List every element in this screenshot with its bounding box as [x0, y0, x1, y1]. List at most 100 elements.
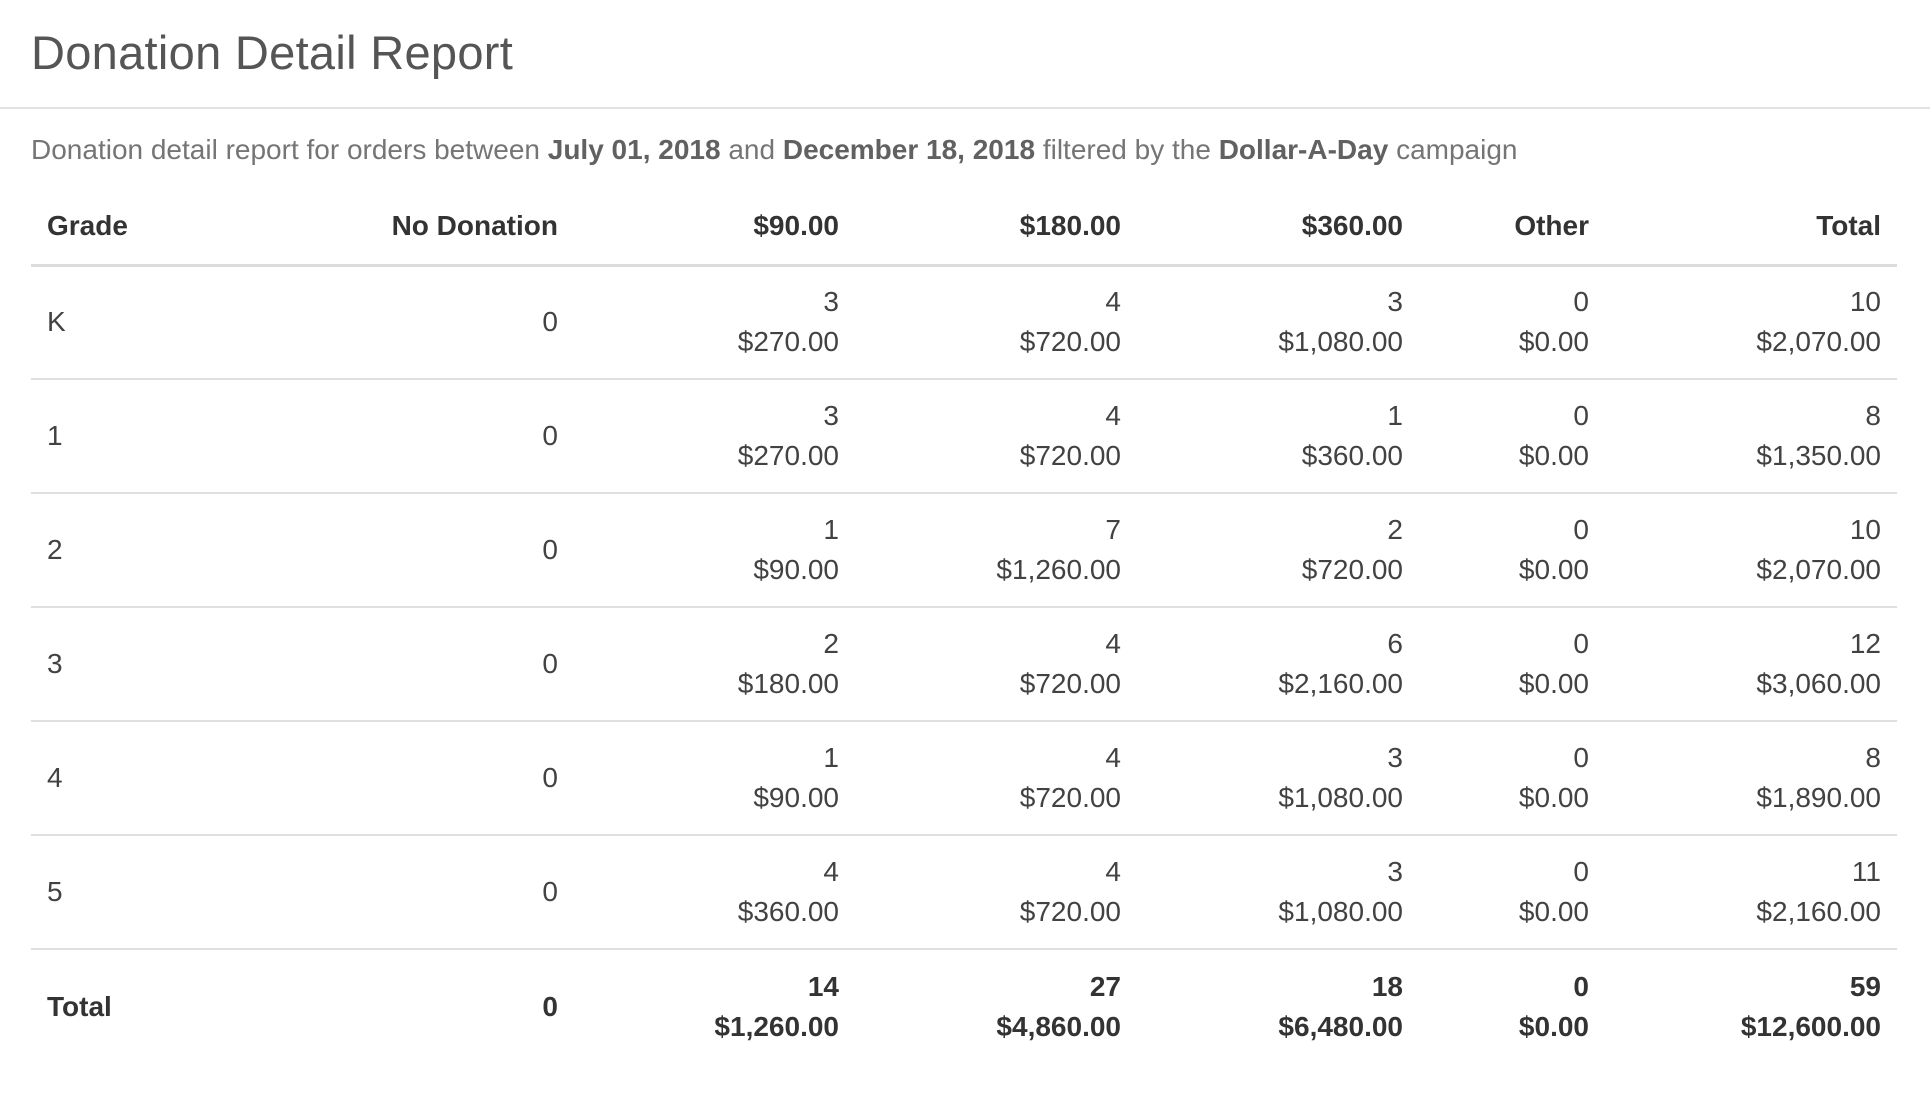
- donation-count: 14: [807, 970, 839, 1002]
- table-row: 4 0 1 $90.00 4 $720.00 3 $1,080.00 0 $0.00 8 $1,890…: [31, 721, 1897, 836]
- header-180: $180.00: [855, 188, 1137, 267]
- donation-amount: $1,080.00: [1278, 782, 1403, 813]
- cell-360: 2 $720.00: [1137, 493, 1419, 608]
- donation-amount: $3,060.00: [1756, 668, 1881, 699]
- donation-count: 3: [1387, 856, 1403, 887]
- description-filtered: filtered by the: [1042, 134, 1211, 165]
- donation-count: 8: [1865, 742, 1881, 773]
- no-donation-cell: 0: [542, 990, 558, 1022]
- donation-count: 10: [1849, 286, 1881, 318]
- donation-count: 10: [1849, 514, 1881, 545]
- donation-count: 4: [1105, 628, 1121, 659]
- cell-360: 3 $1,080.00: [1137, 835, 1419, 950]
- donation-count: 12: [1849, 628, 1881, 659]
- donation-amount: $1,890.00: [1756, 782, 1881, 813]
- no-donation-cell: 0: [311, 721, 574, 836]
- grade-cell: 5: [31, 835, 311, 950]
- description-suffix: campaign: [1396, 134, 1518, 165]
- header-other: Other: [1419, 188, 1605, 267]
- donation-count: 3: [1387, 286, 1403, 318]
- header-no-donation: No Donation: [311, 188, 574, 267]
- donation-count: 4: [823, 856, 839, 887]
- cell-90: 2 $180.00: [574, 607, 855, 722]
- cell-total: 10 $2,070.00: [1605, 265, 1897, 380]
- grade-cell: 1: [31, 379, 311, 494]
- cell-total: 8 $1,350.00: [1605, 379, 1897, 494]
- cell-360: 18 $6,480.00: [1137, 949, 1419, 1063]
- report-content: Donation detail report for orders betwee…: [0, 132, 1930, 1063]
- donation-count: 0: [1573, 742, 1589, 773]
- description-prefix: Donation detail report for orders betwee…: [31, 134, 540, 165]
- donation-amount: $1,260.00: [996, 554, 1121, 585]
- cell-180: 7 $1,260.00: [855, 493, 1137, 608]
- donation-count: 0: [1573, 400, 1589, 431]
- cell-total: 59 $12,600.00: [1605, 949, 1897, 1063]
- cell-180: 27 $4,860.00: [855, 949, 1137, 1063]
- cell-180: 4 $720.00: [855, 721, 1137, 836]
- donation-amount: $1,080.00: [1278, 896, 1403, 927]
- donation-count: 1: [1387, 400, 1403, 431]
- description-and: and: [728, 134, 776, 165]
- total-row: Total 0 14 $1,260.00 27 $4,860.00 18 $6,480.00 0…: [31, 949, 1897, 1063]
- donation-amount: $360.00: [737, 896, 839, 927]
- table-row: 1 0 3 $270.00 4 $720.00 1 $360.00 0 $0.00 8 $1,350.…: [31, 379, 1897, 494]
- cell-360: 6 $2,160.00: [1137, 607, 1419, 722]
- table-header-row: Grade No Donation $90.00 $180.00 $360.00…: [31, 188, 1897, 267]
- no-donation-cell: 0: [311, 379, 574, 494]
- donation-count: 0: [1573, 514, 1589, 545]
- cell-total: 10 $2,070.00: [1605, 493, 1897, 608]
- cell-total: 12 $3,060.00: [1605, 607, 1897, 722]
- header-total: Total: [1605, 188, 1897, 267]
- donation-amount: $360.00: [1301, 440, 1403, 471]
- cell-90: 4 $360.00: [574, 835, 855, 950]
- donation-amount: $12,600.00: [1740, 1010, 1881, 1042]
- cell-360: 3 $1,080.00: [1137, 265, 1419, 380]
- donation-count: 3: [823, 286, 839, 318]
- donation-count: 4: [1105, 742, 1121, 773]
- campaign-name: Dollar-A-Day: [1218, 134, 1389, 165]
- donation-count: 4: [1105, 856, 1121, 887]
- table-row: K 0 3 $270.00 4 $720.00 3 $1,080.00 0 $0.00 10 $2,0…: [31, 265, 1897, 380]
- donation-amount: $1,350.00: [1756, 440, 1881, 471]
- donation-count: 0: [1573, 286, 1589, 318]
- donation-amount: $720.00: [1019, 782, 1121, 813]
- grade-cell: Total: [47, 990, 112, 1022]
- donation-count: 7: [1105, 514, 1121, 545]
- cell-180: 4 $720.00: [855, 607, 1137, 722]
- cell-other: 0 $0.00: [1419, 949, 1605, 1063]
- donation-amount: $720.00: [1301, 554, 1403, 585]
- cell-total: 11 $2,160.00: [1605, 835, 1897, 950]
- cell-180: 4 $720.00: [855, 265, 1137, 380]
- table-row: 3 0 2 $180.00 4 $720.00 6 $2,160.00 0 $0.00 12 $3,0…: [31, 607, 1897, 722]
- cell-90: 1 $90.00: [574, 493, 855, 608]
- cell-other: 0 $0.00: [1419, 265, 1605, 380]
- cell-360: 3 $1,080.00: [1137, 721, 1419, 836]
- cell-other: 0 $0.00: [1419, 379, 1605, 494]
- cell-90: 14 $1,260.00: [574, 949, 855, 1063]
- table-row: 5 0 4 $360.00 4 $720.00 3 $1,080.00 0 $0.00 11 $2,1…: [31, 835, 1897, 950]
- donation-amount: $2,070.00: [1756, 554, 1881, 585]
- start-date: July 01, 2018: [547, 134, 721, 165]
- donation-count: 8: [1865, 400, 1881, 431]
- donation-amount: $0.00: [1518, 440, 1589, 471]
- donation-count: 1: [823, 514, 839, 545]
- table-row: 2 0 1 $90.00 7 $1,260.00 2 $720.00 0 $0.00 10 $2,07…: [31, 493, 1897, 608]
- donation-count: 3: [823, 400, 839, 431]
- donation-amount: $720.00: [1019, 896, 1121, 927]
- donation-amount: $720.00: [1019, 440, 1121, 471]
- cell-90: 1 $90.00: [574, 721, 855, 836]
- donation-count: 0: [1573, 628, 1589, 659]
- donation-amount: $4,860.00: [996, 1010, 1121, 1042]
- donation-amount: $90.00: [753, 782, 839, 813]
- donation-count: 4: [1105, 286, 1121, 318]
- cell-90: 3 $270.00: [574, 265, 855, 380]
- donation-count: 1: [823, 742, 839, 773]
- donation-amount: $2,160.00: [1756, 896, 1881, 927]
- donation-amount: $270.00: [737, 440, 839, 471]
- page-header: Donation Detail Report: [0, 0, 1930, 109]
- donation-amount: $0.00: [1518, 668, 1589, 699]
- donation-amount: $180.00: [737, 668, 839, 699]
- grade-cell: 4: [31, 721, 311, 836]
- donation-amount: $2,070.00: [1756, 326, 1881, 358]
- grade-cell: 3: [31, 607, 311, 722]
